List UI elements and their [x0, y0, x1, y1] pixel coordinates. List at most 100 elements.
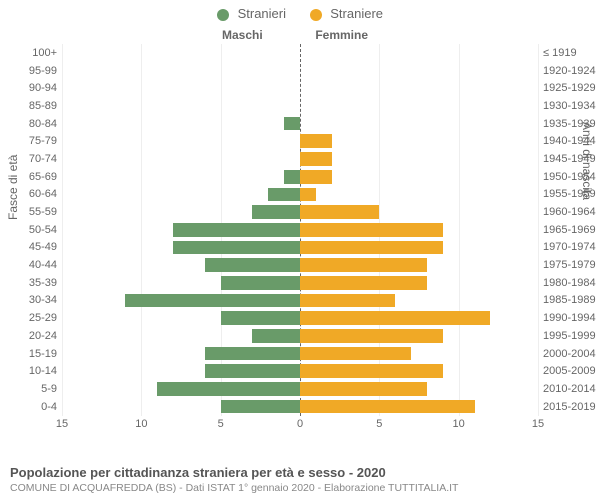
age-label: 25-29: [17, 312, 57, 324]
age-row: 70-741945-1949: [62, 150, 538, 168]
age-row: 55-591960-1964: [62, 203, 538, 221]
age-row: 90-941925-1929: [62, 79, 538, 97]
age-row: 0-42015-2019: [62, 398, 538, 416]
age-row: 40-441975-1979: [62, 256, 538, 274]
plot-area: Maschi Femmine 100+≤ 191995-991920-19249…: [62, 28, 538, 436]
male-bar: [205, 364, 300, 378]
legend-item-male: Stranieri: [217, 6, 286, 21]
female-bar: [300, 294, 395, 308]
x-tick: 15: [532, 418, 544, 430]
legend-swatch-female: [310, 9, 322, 21]
x-axis: 15105051015: [62, 416, 538, 436]
age-row: 85-891930-1934: [62, 97, 538, 115]
legend-swatch-male: [217, 9, 229, 21]
age-row: 100+≤ 1919: [62, 44, 538, 62]
male-bar: [205, 258, 300, 272]
female-bar: [300, 241, 443, 255]
male-bar: [221, 311, 300, 325]
female-bar: [300, 364, 443, 378]
female-bar: [300, 400, 475, 414]
age-label: 85-89: [17, 100, 57, 112]
age-row: 25-291990-1994: [62, 309, 538, 327]
age-row: 65-691950-1954: [62, 168, 538, 186]
age-row: 35-391980-1984: [62, 274, 538, 292]
age-label: 50-54: [17, 224, 57, 236]
birth-year-label: 1985-1989: [543, 294, 600, 306]
age-row: 30-341985-1989: [62, 292, 538, 310]
age-label: 100+: [17, 47, 57, 59]
male-bar: [157, 382, 300, 396]
birth-year-label: 1930-1934: [543, 100, 600, 112]
birth-year-label: 1925-1929: [543, 82, 600, 94]
x-tick: 10: [135, 418, 147, 430]
male-bar: [221, 400, 300, 414]
population-pyramid-chart: Stranieri Straniere Maschi Femmine 100+≤…: [0, 0, 600, 500]
age-row: 20-241995-1999: [62, 327, 538, 345]
birth-year-label: 2010-2014: [543, 383, 600, 395]
age-label: 55-59: [17, 206, 57, 218]
y-right-axis-title: Anni di nascita: [580, 122, 594, 200]
age-row: 10-142005-2009: [62, 362, 538, 380]
age-label: 10-14: [17, 365, 57, 377]
age-label: 0-4: [17, 401, 57, 413]
male-bar: [221, 276, 300, 290]
chart-footer: Popolazione per cittadinanza straniera p…: [10, 465, 590, 494]
female-bar: [300, 188, 316, 202]
legend: Stranieri Straniere: [0, 6, 600, 21]
legend-label-female: Straniere: [330, 6, 383, 21]
birth-year-label: 2015-2019: [543, 401, 600, 413]
chart-subtitle: COMUNE DI ACQUAFREDDA (BS) - Dati ISTAT …: [10, 482, 590, 494]
female-bar: [300, 329, 443, 343]
age-row: 75-791940-1944: [62, 132, 538, 150]
birth-year-label: 1980-1984: [543, 277, 600, 289]
birth-year-label: 2000-2004: [543, 348, 600, 360]
age-label: 75-79: [17, 135, 57, 147]
age-label: 65-69: [17, 171, 57, 183]
female-bar: [300, 134, 332, 148]
age-label: 15-19: [17, 348, 57, 360]
y-left-axis-title: Fasce di età: [6, 155, 20, 220]
age-row: 60-641955-1959: [62, 186, 538, 204]
age-row: 80-841935-1939: [62, 115, 538, 133]
female-bar: [300, 258, 427, 272]
age-label: 70-74: [17, 153, 57, 165]
age-label: 20-24: [17, 330, 57, 342]
birth-year-label: 1970-1974: [543, 241, 600, 253]
age-label: 90-94: [17, 82, 57, 94]
age-label: 45-49: [17, 241, 57, 253]
female-bar: [300, 223, 443, 237]
birth-year-label: 1920-1924: [543, 65, 600, 77]
male-bar: [268, 188, 300, 202]
birth-year-label: 1960-1964: [543, 206, 600, 218]
female-bar: [300, 347, 411, 361]
female-bar: [300, 382, 427, 396]
male-bar: [125, 294, 300, 308]
age-label: 60-64: [17, 188, 57, 200]
age-row: 15-192000-2004: [62, 345, 538, 363]
female-bar: [300, 276, 427, 290]
birth-year-label: ≤ 1919: [543, 47, 600, 59]
x-tick: 5: [218, 418, 224, 430]
age-label: 5-9: [17, 383, 57, 395]
age-label: 95-99: [17, 65, 57, 77]
legend-label-male: Stranieri: [238, 6, 286, 21]
female-bar: [300, 311, 490, 325]
male-bar: [284, 117, 300, 131]
male-bar: [205, 347, 300, 361]
female-bar: [300, 170, 332, 184]
male-bar: [252, 205, 300, 219]
age-label: 40-44: [17, 259, 57, 271]
x-tick: 5: [376, 418, 382, 430]
chart-title: Popolazione per cittadinanza straniera p…: [10, 465, 590, 480]
x-tick: 15: [56, 418, 68, 430]
age-row: 50-541965-1969: [62, 221, 538, 239]
birth-year-label: 2005-2009: [543, 365, 600, 377]
male-bar: [173, 241, 300, 255]
bar-rows: 100+≤ 191995-991920-192490-941925-192985…: [62, 44, 538, 416]
age-row: 95-991920-1924: [62, 62, 538, 80]
age-row: 5-92010-2014: [62, 380, 538, 398]
female-bar: [300, 205, 379, 219]
section-label-male: Maschi: [222, 28, 263, 42]
birth-year-label: 1995-1999: [543, 330, 600, 342]
birth-year-label: 1965-1969: [543, 224, 600, 236]
